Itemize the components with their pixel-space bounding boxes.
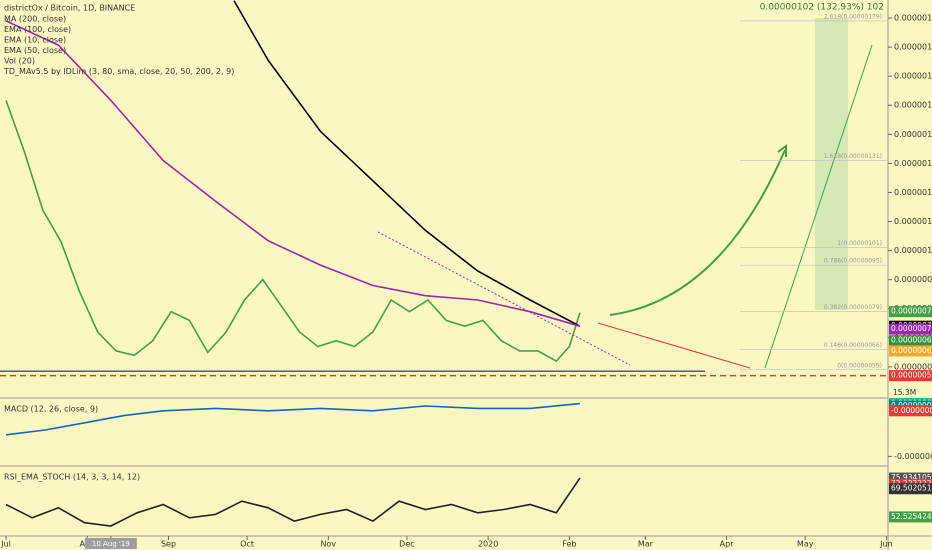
legend-entry: TD_MAv5.5 by IDLim (3, 80, sma, close, 2… bbox=[3, 67, 234, 76]
price-tag bbox=[889, 472, 932, 484]
fib-label: 1.618(0.00000131) bbox=[824, 153, 882, 160]
legend-entry: EMA (100, close) bbox=[4, 25, 71, 34]
x-tick-label: Oct bbox=[240, 540, 254, 549]
price-tag bbox=[889, 370, 932, 382]
x-tick-label: 2020 bbox=[478, 540, 498, 549]
panel-title: RSI_EMA_STOCH (14, 3, 3, 14, 12) bbox=[4, 473, 140, 482]
series-line bbox=[5, 100, 581, 363]
trend-arrow bbox=[764, 44, 873, 369]
fib-label: 0(0.00000059) bbox=[837, 362, 882, 369]
y-tick-label: 0.00000170 bbox=[894, 43, 932, 52]
price-tag-label: 0.00000079 bbox=[891, 307, 932, 316]
price-tag bbox=[889, 323, 932, 335]
y-tick-label: 0.00000090 bbox=[894, 275, 932, 284]
projection-arrow bbox=[609, 149, 786, 316]
x-tick-label: Apr bbox=[720, 540, 735, 549]
series-line bbox=[5, 402, 580, 436]
arrow-head bbox=[777, 144, 787, 157]
y-tick-label: 0.00000180 bbox=[894, 14, 932, 23]
price-tag-label: 52.52542408 bbox=[891, 512, 932, 521]
price-tag bbox=[889, 483, 932, 495]
price-tag bbox=[889, 306, 932, 318]
fib-label: 2.618(0.00000179) bbox=[824, 13, 882, 20]
price-tag-label: 0.00000073 bbox=[891, 324, 932, 333]
y-tick-label: 0.00000060 bbox=[894, 362, 932, 371]
price-tag-label: 0.00000057 bbox=[891, 371, 932, 380]
fib-label: 0.786(0.00000095) bbox=[824, 258, 882, 265]
x-tick-label: Mar bbox=[638, 540, 654, 549]
series-line bbox=[5, 477, 581, 527]
fib-label: 1(0.00000101) bbox=[837, 240, 882, 247]
chart-title: districtOx / Bitcoin, 1D, BINANCE bbox=[4, 4, 135, 13]
y-tick-label: 0.00000120 bbox=[894, 188, 932, 197]
price-tag-label: 0.00000069 bbox=[891, 346, 932, 355]
y-tick-label: 0.00000110 bbox=[894, 217, 932, 226]
price-tag bbox=[889, 405, 932, 417]
y-tick-label: 0.00000130 bbox=[894, 159, 932, 168]
x-tick-highlight bbox=[84, 538, 137, 549]
series-line bbox=[233, 0, 581, 327]
x-tick-label: May bbox=[797, 540, 814, 549]
fib-label: 0.146(0.00000066) bbox=[824, 342, 882, 349]
price-tag bbox=[889, 345, 932, 357]
legend-entry: MA (200, close) bbox=[4, 15, 66, 24]
y-tick-label: 0.00000140 bbox=[894, 130, 932, 139]
price-tag bbox=[889, 335, 932, 347]
series-line bbox=[5, 20, 581, 327]
x-tick-label: Jun bbox=[879, 540, 893, 549]
trendline bbox=[377, 231, 631, 366]
price-tag-label: 75.93410595 bbox=[891, 473, 932, 482]
target-label: 0.00000102 (132.93%) 102 bbox=[760, 3, 884, 13]
y-tick-label: 0.00000100 bbox=[894, 246, 932, 255]
price-tag-label: 69.50205146 bbox=[891, 484, 932, 493]
price-tag-label: -0.00000001 bbox=[891, 406, 932, 415]
x-tick-label: Sep bbox=[161, 540, 176, 549]
x-tick-label: 10 Aug '19 bbox=[92, 540, 130, 548]
y-tick-label: -0.00000020 bbox=[894, 452, 932, 461]
red-arrow bbox=[597, 322, 751, 369]
price-tag-label: 0.00000069 bbox=[891, 336, 932, 345]
volume-tag: 15.3M bbox=[893, 388, 916, 397]
legend-entry: Vol (20) bbox=[4, 57, 35, 66]
x-tick-label: Nov bbox=[321, 540, 337, 549]
x-tick-label: Dec bbox=[399, 540, 414, 549]
price-tag bbox=[889, 511, 932, 523]
y-tick-label: 0.00000150 bbox=[894, 101, 932, 110]
y-tick-label: 0.00000160 bbox=[894, 72, 932, 81]
panel-title: MACD (12, 26, close, 9) bbox=[4, 405, 98, 414]
x-tick-label: Jul bbox=[0, 540, 11, 549]
legend-entry: EMA (10, close) bbox=[4, 36, 66, 45]
fib-label: 0.382(0.00000079) bbox=[824, 304, 882, 311]
legend-entry: EMA (50, close) bbox=[4, 46, 66, 55]
target-box bbox=[815, 18, 848, 310]
x-tick-label: Feb bbox=[562, 540, 576, 549]
